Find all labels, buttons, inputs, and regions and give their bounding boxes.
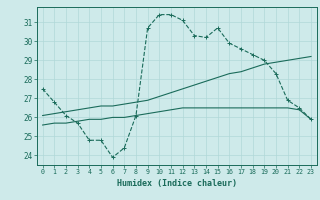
X-axis label: Humidex (Indice chaleur): Humidex (Indice chaleur): [117, 179, 237, 188]
